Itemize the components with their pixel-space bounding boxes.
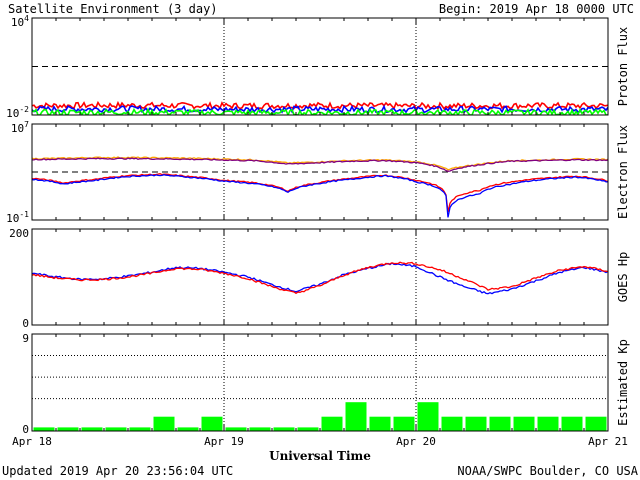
panel-goes_hp: 200 0 GOES Hp (9, 227, 630, 330)
kp-bar (153, 416, 175, 431)
series-purple-line (32, 157, 608, 172)
y-tick-label-exponent: 4 (24, 14, 29, 23)
kp-bar (513, 416, 535, 431)
panel-background (32, 334, 608, 431)
series-blue-line (32, 262, 608, 295)
y-tick-label: 0 (22, 317, 29, 330)
y-axis-label: GOES Hp (616, 252, 630, 303)
kp-bar (369, 416, 391, 431)
panel-background (32, 229, 608, 325)
x-tick-label: Apr 20 (396, 435, 436, 448)
kp-bar (273, 427, 295, 431)
y-tick-label: 9 (22, 332, 29, 345)
y-axis-label: Proton Flux (616, 27, 630, 106)
kp-bar (297, 427, 319, 431)
panel-kp: 9 0 Estimated Kp (22, 332, 630, 436)
kp-bar (33, 427, 55, 431)
series-red-line (32, 100, 608, 111)
kp-bar (321, 416, 343, 431)
y-axis-label: Electron Flux (616, 125, 630, 219)
kp-bar (225, 427, 247, 431)
begin-time: Begin: 2019 Apr 18 0000 UTC (439, 2, 634, 16)
kp-bar (417, 402, 439, 431)
y-tick-label-base: 10 (6, 107, 19, 120)
x-axis-title: Universal Time (269, 449, 371, 463)
y-tick-label-base: 10 (6, 212, 19, 225)
kp-bar (393, 416, 415, 431)
kp-bar (249, 427, 271, 431)
y-tick-label: 10-1 (6, 210, 29, 225)
kp-bar (57, 427, 79, 431)
y-tick-label: 107 (11, 120, 29, 135)
y-tick-label-base: 200 (9, 227, 29, 240)
y-tick-label-base: 0 (22, 317, 29, 330)
x-tick-label: Apr 21 (588, 435, 628, 448)
kp-bar (561, 416, 583, 431)
y-tick-label-base: 10 (11, 16, 24, 29)
series-red-line (32, 261, 608, 295)
series-red-line (32, 173, 608, 213)
x-tick-label: Apr 19 (204, 435, 244, 448)
y-tick-label: 0 (22, 423, 29, 436)
y-tick-label: 10-2 (6, 105, 29, 120)
kp-bar (489, 416, 511, 431)
series-blue-line (32, 174, 608, 218)
kp-bar (201, 416, 223, 431)
kp-bar (585, 416, 607, 431)
updated-timestamp: Updated 2019 Apr 20 23:56:04 UTC (2, 464, 233, 478)
kp-bar (441, 416, 463, 431)
kp-bar (465, 416, 487, 431)
kp-bar (177, 427, 199, 431)
kp-bar (345, 402, 367, 431)
y-tick-label-base: 0 (22, 423, 29, 436)
credit-text: NOAA/SWPC Boulder, CO USA (457, 464, 638, 478)
x-tick-label: Apr 18 (12, 435, 52, 448)
x-axis: Apr 18 Apr 19 Apr 20 Apr 21 (12, 435, 628, 448)
plot-title: Satellite Environment (3 day) (8, 2, 218, 16)
y-tick-label-exponent: -2 (19, 105, 29, 114)
y-tick-label: 104 (11, 14, 29, 29)
y-axis-label: Estimated Kp (616, 339, 630, 426)
y-tick-label-exponent: 7 (24, 120, 29, 129)
panel-background (32, 124, 608, 220)
panel-background (32, 18, 608, 115)
kp-bar (81, 427, 103, 431)
y-tick-label: 200 (9, 227, 29, 240)
kp-bar (537, 416, 559, 431)
y-tick-label-base: 10 (11, 122, 24, 135)
y-tick-label-exponent: -1 (19, 210, 29, 219)
kp-bar (129, 427, 151, 431)
y-tick-label-base: 9 (22, 332, 29, 345)
kp-bar (105, 427, 127, 431)
